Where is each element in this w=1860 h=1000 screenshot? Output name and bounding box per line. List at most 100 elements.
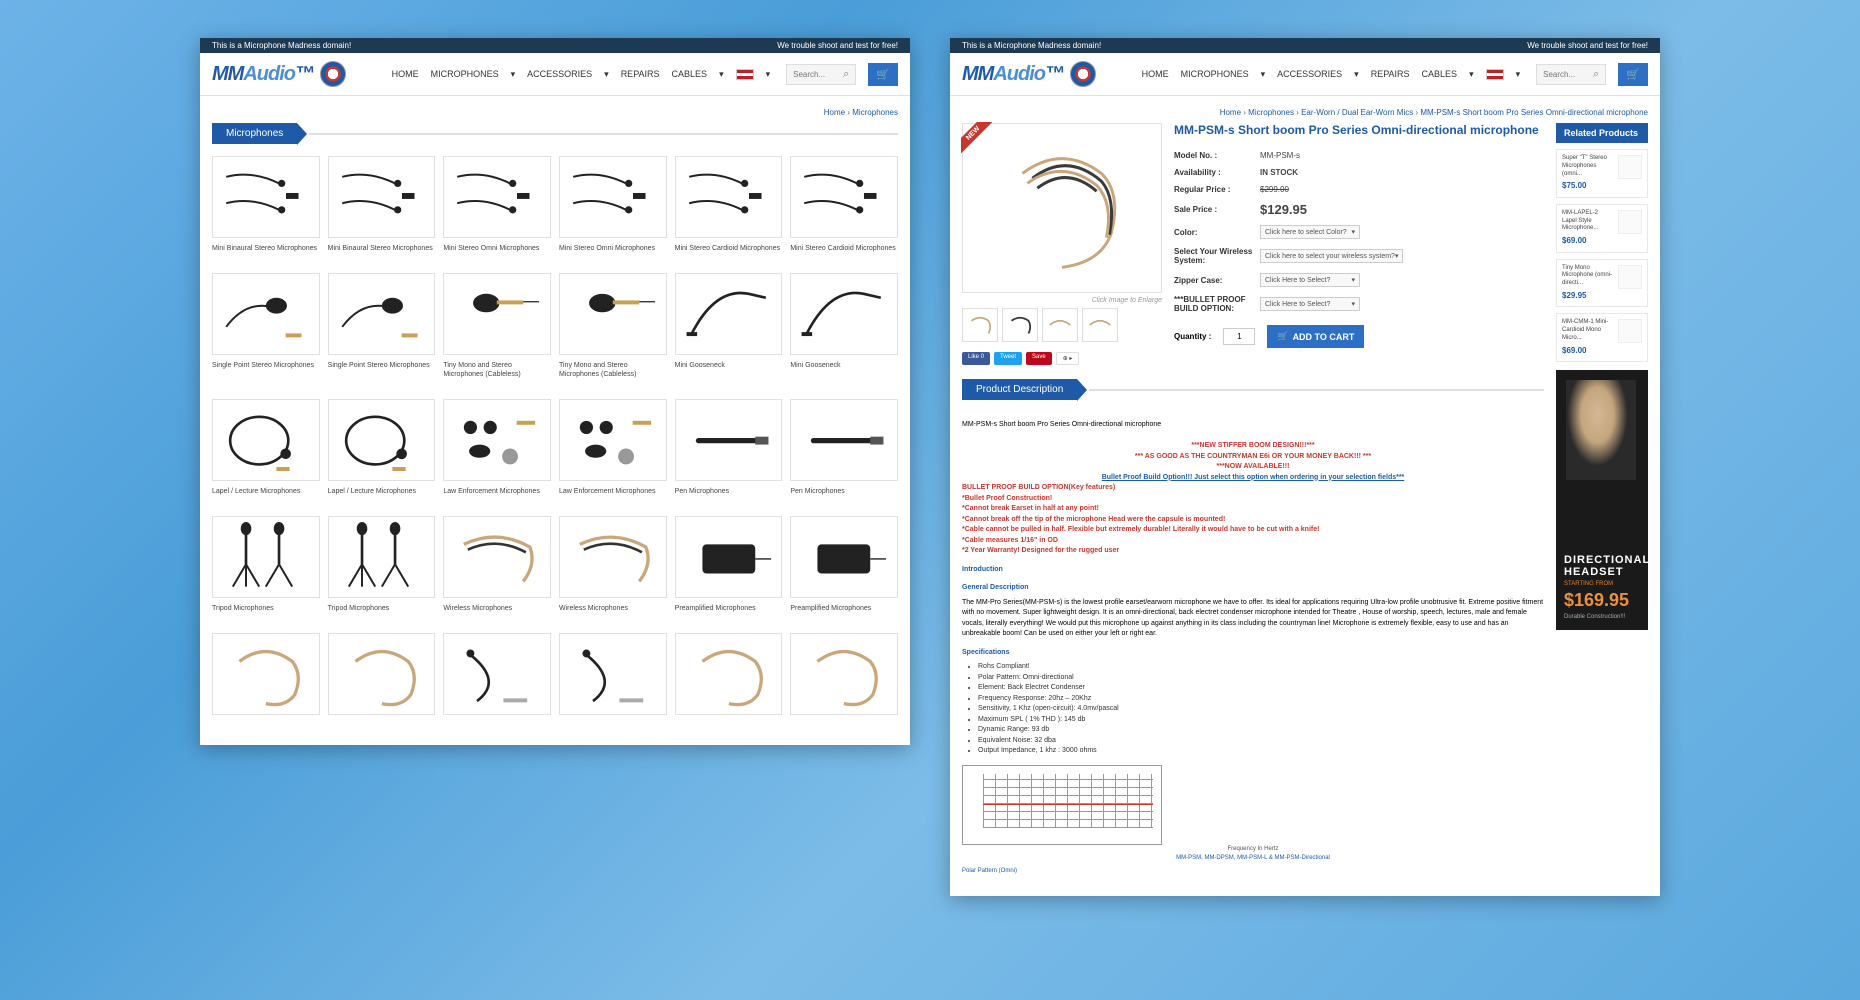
tile-image <box>328 399 436 481</box>
category-tile[interactable]: Tiny Mono and Stereo Microphones (Cablel… <box>443 273 551 391</box>
thumb[interactable] <box>1082 308 1118 342</box>
related-item[interactable]: MM-LAPEL-2 Lapel Style Microphone...$69.… <box>1556 204 1648 253</box>
tile-image <box>790 516 898 598</box>
related-item[interactable]: Super "T" Stereo Microphones (omni...$75… <box>1556 149 1648 198</box>
thumbnails <box>962 308 1162 342</box>
color-select[interactable]: Click here to select Color?▾ <box>1260 225 1360 239</box>
tile-image <box>443 273 551 355</box>
category-tile[interactable]: Mini Binaural Stereo Microphones <box>212 156 320 265</box>
logo[interactable]: MMAudio™ <box>962 61 1096 87</box>
search-box[interactable]: ⌕ <box>1536 64 1606 85</box>
nav-cables[interactable]: CABLES <box>1422 69 1458 79</box>
category-tile[interactable]: Tripod Microphones <box>328 516 436 625</box>
section-title: Microphones <box>212 123 297 144</box>
search-box[interactable]: ⌕ <box>786 64 856 85</box>
category-tile[interactable]: Mini Gooseneck <box>790 273 898 391</box>
cart-button[interactable]: 🛒 <box>1618 63 1648 86</box>
related-item[interactable]: Tiny Mono Microphone (omni-directi...$29… <box>1556 259 1648 308</box>
promo-banner[interactable]: DIRECTIONAL HEADSET STARTING FROM $169.9… <box>1556 370 1648 630</box>
nav-microphones[interactable]: MICROPHONES <box>1181 69 1249 79</box>
search-input[interactable] <box>793 70 843 79</box>
nav-repairs[interactable]: REPAIRS <box>1371 69 1410 79</box>
category-tile[interactable]: Mini Stereo Omni Microphones <box>443 156 551 265</box>
category-tile[interactable]: Lapel / Lecture Microphones <box>212 399 320 508</box>
nav-accessories[interactable]: ACCESSORIES <box>1277 69 1342 79</box>
tile-image <box>790 273 898 355</box>
category-tile[interactable]: Tripod Microphones <box>212 516 320 625</box>
category-tile[interactable] <box>790 633 898 733</box>
crumb-home[interactable]: Home <box>824 108 845 117</box>
tile-caption: Single Point Stereo Microphones <box>328 355 436 382</box>
category-tile[interactable] <box>328 633 436 733</box>
tile-image <box>559 399 667 481</box>
category-tile[interactable]: Mini Binaural Stereo Microphones <box>328 156 436 265</box>
header: MMAudio™ HOME MICROPHONES▾ ACCESSORIES▾ … <box>950 53 1660 96</box>
nav-accessories[interactable]: ACCESSORIES <box>527 69 592 79</box>
nav-cables[interactable]: CABLES <box>672 69 708 79</box>
zipper-select[interactable]: Click Here to Select?▾ <box>1260 273 1360 287</box>
tile-caption: Pen Microphones <box>790 481 898 508</box>
category-tile[interactable]: Lapel / Lecture Microphones <box>328 399 436 508</box>
thumb[interactable] <box>1002 308 1038 342</box>
category-tile[interactable]: Preamplified Microphones <box>790 516 898 625</box>
topbar-right: We trouble shoot and test for free! <box>777 41 898 50</box>
qty-input[interactable] <box>1223 328 1255 345</box>
search-icon[interactable]: ⌕ <box>843 68 849 81</box>
category-tile[interactable] <box>559 633 667 733</box>
category-tile[interactable]: Law Enforcement Microphones <box>443 399 551 508</box>
category-tile[interactable]: Tiny Mono and Stereo Microphones (Cablel… <box>559 273 667 391</box>
breadcrumb: Home › Microphones › Ear-Worn / Dual Ear… <box>962 108 1648 117</box>
search-input[interactable] <box>1543 70 1593 79</box>
tweet[interactable]: Tweet <box>994 352 1022 365</box>
flag-icon[interactable] <box>1486 69 1504 80</box>
category-tile[interactable]: Preamplified Microphones <box>675 516 783 625</box>
tile-caption: Mini Binaural Stereo Microphones <box>212 238 320 265</box>
tile-image <box>790 156 898 238</box>
category-tile[interactable]: Pen Microphones <box>675 399 783 508</box>
category-tile[interactable]: Single Point Stereo Microphones <box>328 273 436 391</box>
category-tile[interactable]: Mini Stereo Cardioid Microphones <box>790 156 898 265</box>
category-tile[interactable]: Mini Stereo Omni Microphones <box>559 156 667 265</box>
flag-icon[interactable] <box>736 69 754 80</box>
add-to-cart-button[interactable]: 🛒 ADD TO CART <box>1267 325 1364 348</box>
product-image[interactable] <box>962 123 1162 293</box>
nav-repairs[interactable]: REPAIRS <box>621 69 660 79</box>
tile-caption: Lapel / Lecture Microphones <box>212 481 320 508</box>
sale-price: $129.95 <box>1260 202 1307 217</box>
pin-save[interactable]: Save <box>1026 352 1052 365</box>
cart-button[interactable]: 🛒 <box>868 63 898 86</box>
nav-home[interactable]: HOME <box>392 69 419 79</box>
category-tile[interactable] <box>443 633 551 733</box>
category-tile[interactable]: Law Enforcement Microphones <box>559 399 667 508</box>
logo[interactable]: MMAudio™ <box>212 61 346 87</box>
share-more[interactable]: ⊕ ▸ <box>1056 352 1080 365</box>
category-tile[interactable]: Wireless Microphones <box>559 516 667 625</box>
topbar-right: We trouble shoot and test for free! <box>1527 41 1648 50</box>
category-tile[interactable]: Single Point Stereo Microphones <box>212 273 320 391</box>
fb-like[interactable]: Like 0 <box>962 352 990 365</box>
thumb[interactable] <box>1042 308 1078 342</box>
tile-image <box>212 156 320 238</box>
tile-caption <box>790 715 898 733</box>
nav-home[interactable]: HOME <box>1142 69 1169 79</box>
related-item[interactable]: MM-CMM-1 Mini-Cardioid Mono Micro...$69.… <box>1556 313 1648 362</box>
tile-caption <box>212 715 320 733</box>
category-tile[interactable] <box>675 633 783 733</box>
chevron-down-icon: ▾ <box>766 69 771 80</box>
tile-image <box>443 156 551 238</box>
tile-image <box>790 633 898 715</box>
nav-microphones[interactable]: MICROPHONES <box>431 69 499 79</box>
tile-image <box>559 516 667 598</box>
tile-caption: Mini Gooseneck <box>675 355 783 382</box>
category-tile[interactable]: Wireless Microphones <box>443 516 551 625</box>
search-icon[interactable]: ⌕ <box>1593 68 1599 81</box>
thumb[interactable] <box>962 308 998 342</box>
category-tile[interactable] <box>212 633 320 733</box>
category-tile[interactable]: Mini Gooseneck <box>675 273 783 391</box>
description: MM-PSM-s Short boom Pro Series Omni-dire… <box>962 412 1544 884</box>
bulletproof-select[interactable]: Click Here to Select?▾ <box>1260 297 1360 311</box>
system-select[interactable]: Click here to select your wireless syste… <box>1260 249 1403 263</box>
category-tile[interactable]: Mini Stereo Cardioid Microphones <box>675 156 783 265</box>
tile-caption: Wireless Microphones <box>559 598 667 625</box>
category-tile[interactable]: Pen Microphones <box>790 399 898 508</box>
